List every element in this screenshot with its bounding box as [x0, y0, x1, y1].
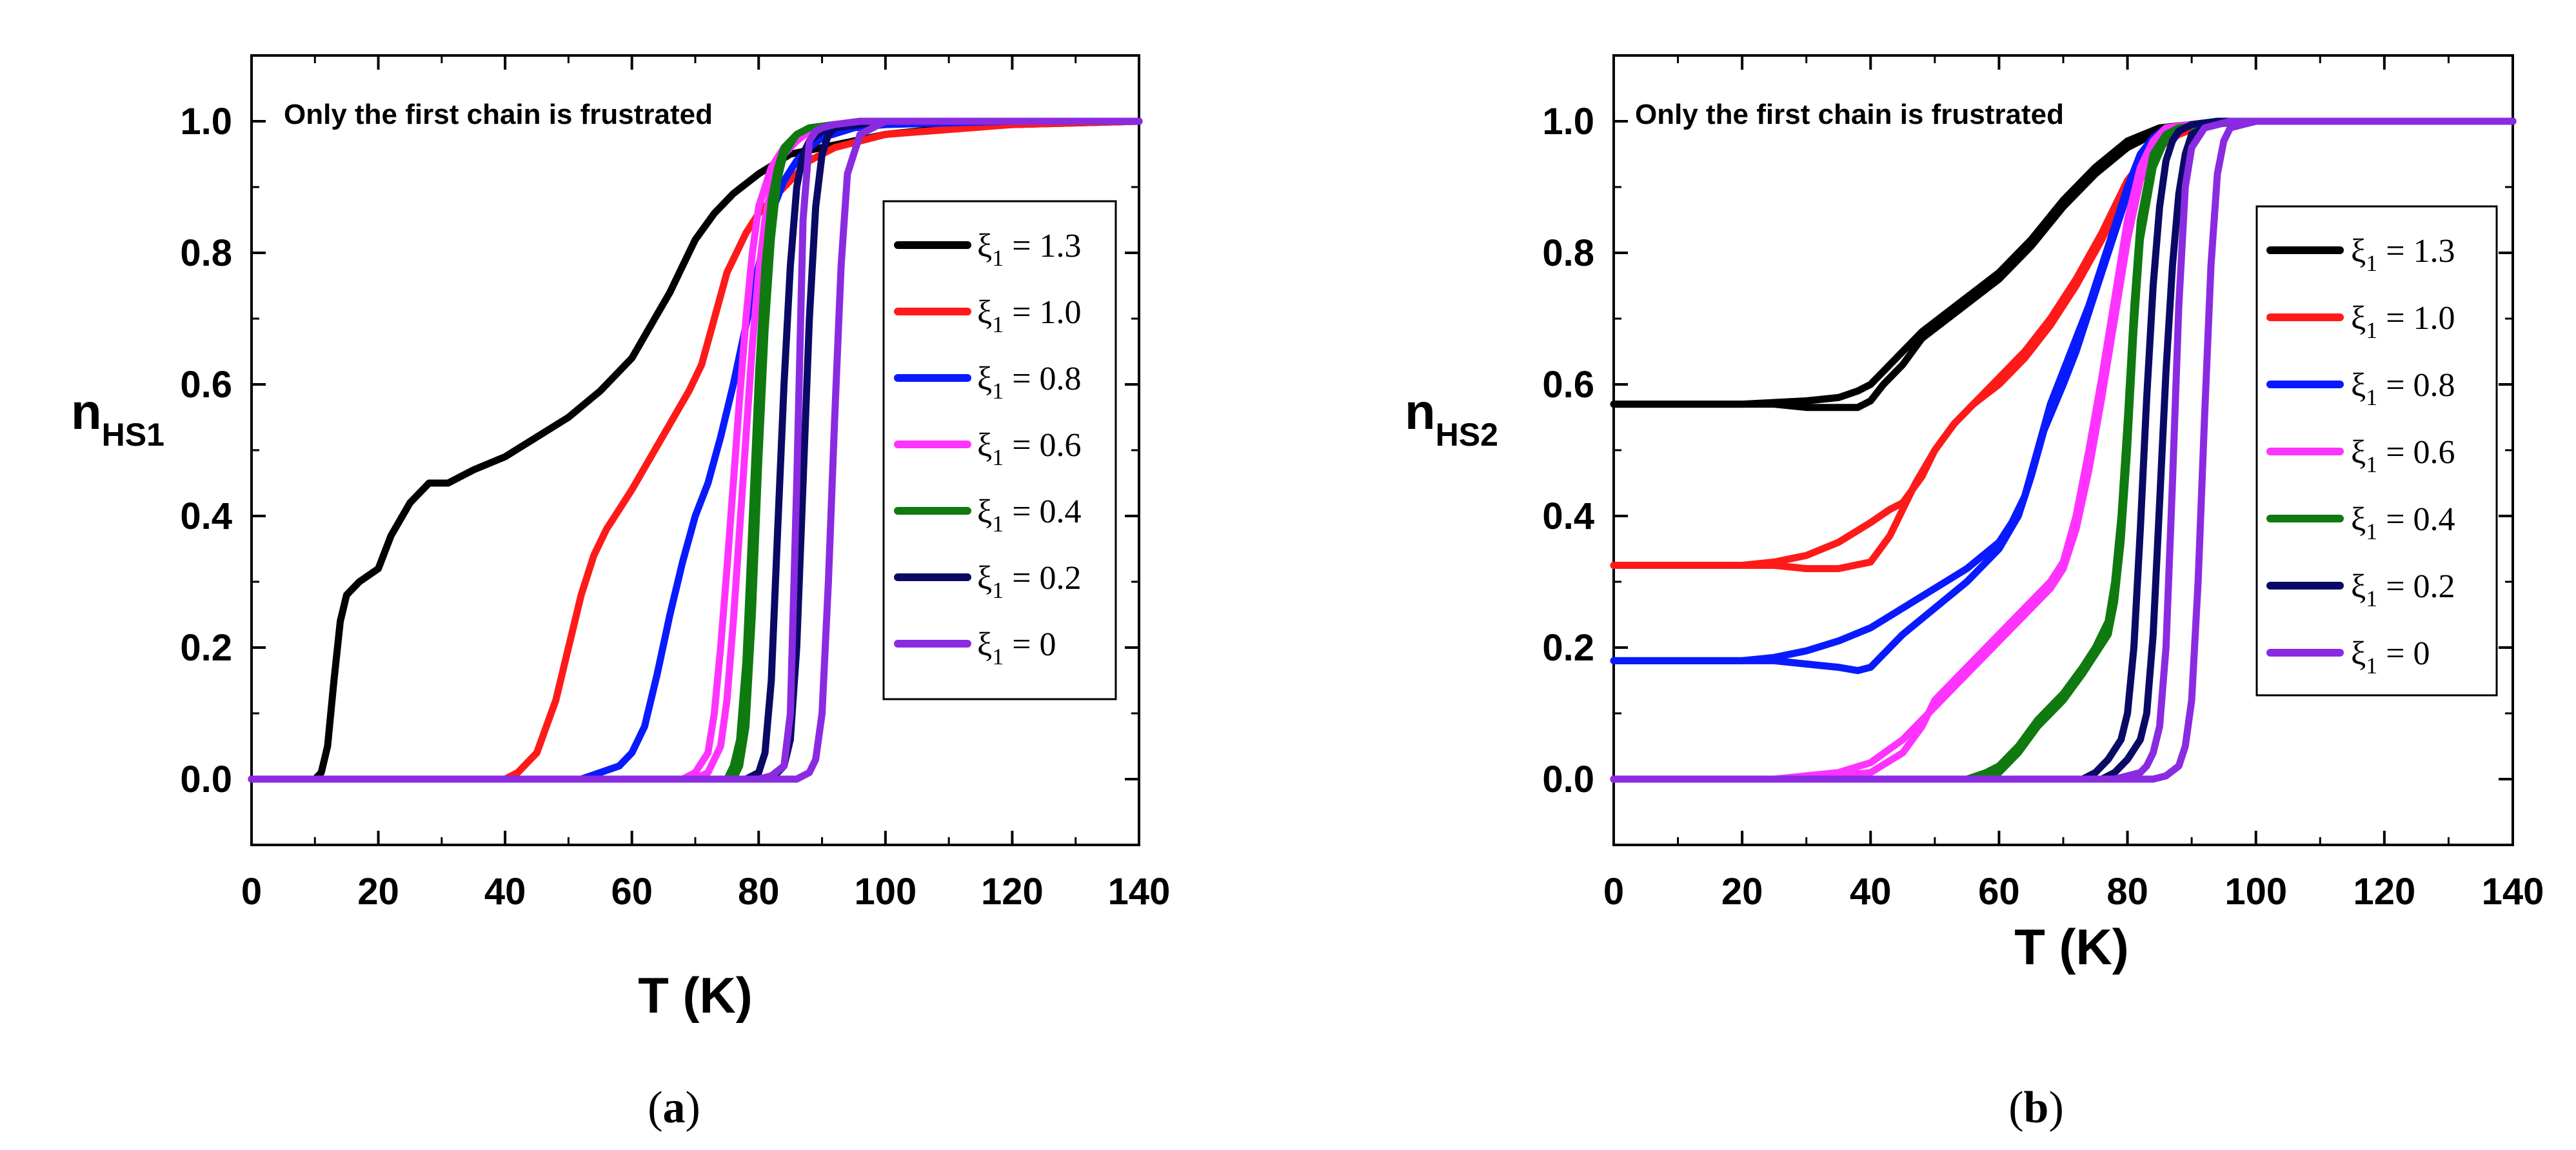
y-tick-label: 0.2: [180, 627, 232, 669]
series-line-xi-0: [1610, 117, 2517, 783]
legend-entry: ξ1 = 0: [2351, 635, 2430, 679]
panel-label: (b): [2008, 1083, 2064, 1133]
legend-entry: ξ1 = 0.6: [2351, 434, 2455, 477]
y-tick-label: 0.8: [180, 232, 232, 274]
panel-label: (a): [648, 1083, 700, 1133]
panel-a: 0 20 40 60 80 100 120 140 0.0 0.2 0.4 0.6 0.8 1.0 ξ1 =…: [71, 54, 1171, 1133]
x-tick-label: 100: [854, 871, 916, 913]
panel-b: 0 20 40 60 80 100 120 140 0.0 0.2 0.4 0.6 0.8 1.0 ξ1 =…: [1405, 54, 2544, 1133]
x-tick-label: 120: [2353, 871, 2415, 913]
legend-box: [882, 200, 1117, 700]
y-tick-label: 1.0: [1542, 101, 1594, 143]
legend-entry: ξ1 = 0: [977, 626, 1056, 669]
annotation-text: Only the first chain is frustrated: [1635, 99, 2064, 130]
x-tick-label: 40: [484, 871, 526, 913]
legend-entry: ξ1 = 0.6: [977, 427, 1082, 470]
legend-entry: ξ1 = 1.3: [977, 228, 1082, 271]
y-tick-label: 0.8: [1542, 232, 1594, 274]
legend-entry: ξ1 = 0.8: [977, 361, 1082, 404]
y-tick-label: 1.0: [180, 101, 232, 143]
x-tick-label: 140: [2482, 871, 2544, 913]
legend-entry: ξ1 = 0.2: [977, 560, 1082, 603]
series-line-xi-0: [1610, 117, 2517, 783]
x-tick-label: 40: [1850, 871, 1892, 913]
y-tick-label: 0.0: [1542, 758, 1594, 800]
y-tick-label: 0.6: [180, 364, 232, 406]
legend-entry: ξ1 = 0.4: [2351, 501, 2455, 544]
y-tick-label: 0.0: [180, 758, 232, 800]
legend-entry: ξ1 = 0.8: [2351, 367, 2455, 410]
y-tick-label: 0.6: [1542, 364, 1594, 406]
y-axis-label: nHS2: [1405, 383, 1498, 453]
legend-entry: ξ1 = 0.2: [2351, 568, 2455, 611]
y-tick-label: 0.4: [180, 495, 232, 537]
x-tick-label: 100: [2224, 871, 2287, 913]
annotation-text: Only the first chain is frustrated: [284, 99, 713, 130]
x-tick-label: 120: [981, 871, 1044, 913]
series-line-xi-0: [248, 117, 1143, 783]
x-tick-label: 20: [1721, 871, 1763, 913]
x-axis-label: T (K): [638, 967, 753, 1024]
legend-entry: ξ1 = 1.3: [2351, 233, 2455, 276]
x-tick-label: 0: [1603, 871, 1624, 913]
x-tick-label: 140: [1108, 871, 1171, 913]
x-tick-label: 80: [738, 871, 780, 913]
series-line-xi-0.2: [1610, 117, 2517, 783]
x-axis-label: T (K): [2014, 918, 2129, 975]
y-axis-label: nHS1: [71, 383, 164, 453]
series-line-xi-0.6: [1610, 117, 2517, 783]
x-tick-label: 60: [611, 871, 653, 913]
series-line-xi-0: [248, 117, 1143, 783]
x-tick-label: 20: [357, 871, 399, 913]
legend-entry: ξ1 = 1.0: [2351, 300, 2455, 343]
legend-entry: ξ1 = 0.4: [977, 493, 1082, 537]
x-tick-label: 60: [1978, 871, 2020, 913]
x-tick-label: 0: [241, 871, 262, 913]
legend-entry: ξ1 = 1.0: [977, 294, 1082, 337]
y-tick-label: 0.2: [1542, 627, 1594, 669]
x-tick-label: 80: [2106, 871, 2148, 913]
y-tick-label: 0.4: [1542, 495, 1594, 537]
